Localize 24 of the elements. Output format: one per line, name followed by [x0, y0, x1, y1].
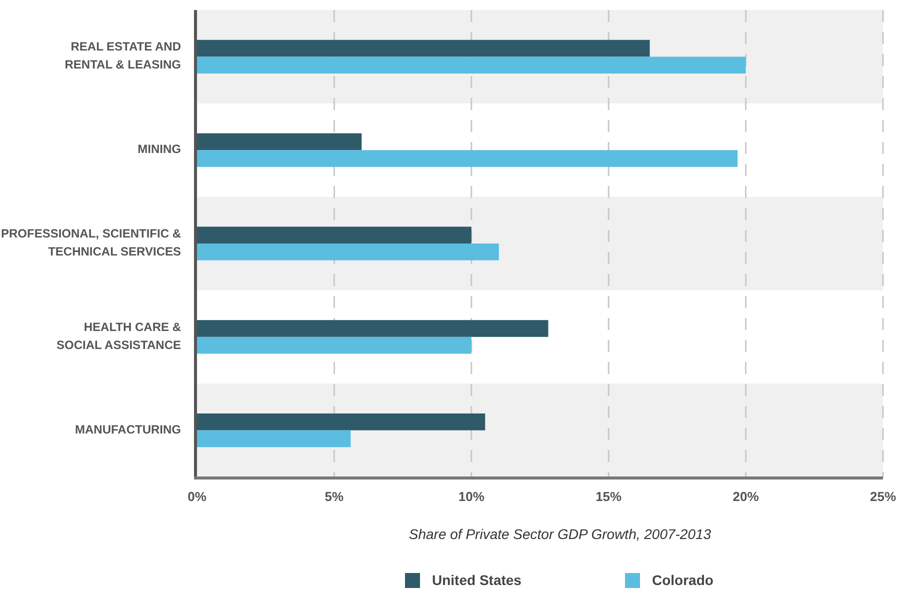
legend-label: Colorado	[652, 572, 714, 588]
bar	[197, 133, 362, 150]
x-tick-label: 15%	[596, 489, 622, 504]
bar	[197, 226, 472, 244]
legend-label: United States	[432, 572, 522, 588]
x-tick-label: 10%	[458, 489, 485, 504]
x-tick-label: 25%	[870, 489, 896, 504]
bar	[197, 320, 548, 337]
y-tick-label: PROFESSIONAL, SCIENTIFIC & TECHNICAL SERVICES	[0, 226, 182, 259]
x-tick-label: 20%	[732, 489, 760, 504]
x-tick-label: 0%	[188, 489, 207, 504]
bar	[197, 336, 472, 354]
x-tick-label: 5%	[324, 489, 344, 504]
x-axis-title: Share of Private Sector GDP Growth, 2007-2013	[408, 526, 712, 542]
bar	[197, 40, 650, 57]
bar	[197, 150, 738, 167]
bar	[197, 56, 746, 74]
bar	[197, 413, 486, 430]
bar	[197, 244, 499, 260]
y-tick-label: MANUFACTURING	[75, 422, 181, 436]
bar	[197, 430, 351, 448]
y-tick-label: REAL ESTATE AND RENTAL & LEASING	[64, 40, 182, 72]
y-tick-label: HEALTH CARE & SOCIAL ASSISTANCE	[56, 320, 182, 352]
y-tick-label: MINING	[138, 142, 181, 156]
